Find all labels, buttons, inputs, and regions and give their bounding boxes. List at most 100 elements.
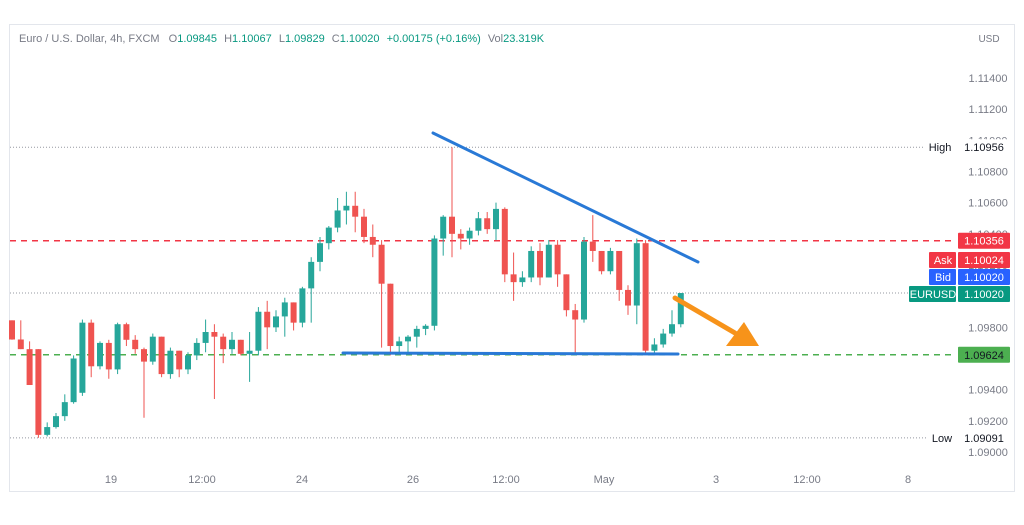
candle <box>97 341 103 370</box>
candle-body <box>677 293 684 325</box>
candle-body <box>545 244 552 278</box>
symbol-tag-box <box>909 286 956 302</box>
candle <box>264 300 271 350</box>
x-tick-label: 19 <box>105 474 117 486</box>
ask-tag-box <box>929 252 956 268</box>
candle-body <box>405 336 411 342</box>
candle-body <box>185 355 191 370</box>
projection-arrow-head <box>726 322 759 346</box>
low-value: 1.09829 <box>284 33 325 45</box>
candle-body <box>149 336 156 362</box>
candle-body <box>44 427 51 435</box>
candle <box>273 310 279 333</box>
candle-body <box>264 311 271 328</box>
low-price-tag: 1.09091 Low <box>927 429 1010 446</box>
candle-body <box>299 288 306 323</box>
low-tag-box <box>927 429 956 446</box>
candle <box>193 338 200 361</box>
candle-body <box>53 416 59 428</box>
candle <box>70 355 77 404</box>
candle <box>545 240 552 278</box>
candle <box>9 320 15 340</box>
candle-body <box>352 205 359 217</box>
candle-body <box>343 205 350 211</box>
high-value-box <box>958 139 1010 156</box>
candle <box>185 352 191 375</box>
candle-body <box>537 250 543 278</box>
candle-body <box>581 241 587 320</box>
candle-body <box>501 208 508 275</box>
candle <box>61 394 68 421</box>
candle-body <box>9 320 15 340</box>
x-tick-label: 12:00 <box>188 474 216 486</box>
candle <box>26 341 33 385</box>
chart-frame <box>9 24 1015 492</box>
candle-body <box>396 341 403 347</box>
candle-body <box>229 339 235 350</box>
candle-body <box>114 324 121 370</box>
bid-tag-box <box>929 269 956 285</box>
close-value: 1.10020 <box>339 33 380 45</box>
x-tick-label: 12:00 <box>492 474 520 486</box>
candle <box>299 286 306 328</box>
candle-body <box>105 342 112 370</box>
candle-body <box>281 302 288 317</box>
support-trendline[interactable] <box>341 351 680 356</box>
candle-body <box>660 333 667 345</box>
ask-tag-text: Ask <box>934 255 953 267</box>
bid-price-tag: 1.10020 Bid <box>929 269 1010 285</box>
candle <box>457 229 464 250</box>
candle <box>237 339 244 356</box>
candle-body <box>484 218 491 230</box>
y-tick-label: 1.09000 <box>968 447 1008 459</box>
candle <box>554 240 561 287</box>
candle-body <box>633 243 640 306</box>
candle-body <box>290 302 297 323</box>
candle <box>449 147 455 258</box>
candle <box>493 202 499 241</box>
candle-body <box>26 349 33 385</box>
candle-body <box>457 233 464 239</box>
candle <box>220 333 227 364</box>
open-value: 1.09845 <box>177 33 217 45</box>
candle <box>422 324 429 336</box>
candle <box>229 332 235 354</box>
y-tick-label: 1.11200 <box>969 104 1008 116</box>
candle <box>290 302 297 331</box>
candle <box>167 347 174 379</box>
candle-body <box>528 250 535 278</box>
candle <box>669 310 675 337</box>
candle-body <box>211 332 218 337</box>
x-tick-label: 8 <box>905 474 911 486</box>
candle <box>572 303 579 354</box>
candle <box>317 236 323 272</box>
candle-body <box>97 342 103 367</box>
candle-body <box>369 236 376 245</box>
change-value: +0.00175 (+0.16%) <box>386 33 481 45</box>
resistance-value-text: 1.10356 <box>964 236 1004 248</box>
candle-body <box>510 274 517 283</box>
symbol-title[interactable]: Euro / U.S. Dollar, 4h, FXCM <box>19 33 160 45</box>
candle-body <box>554 244 561 275</box>
candle <box>255 307 262 356</box>
time-axis[interactable]: 19 12:00 24 26 12:00 May 3 12:00 8 <box>105 474 911 486</box>
descending-trendline[interactable] <box>431 131 700 264</box>
candle <box>589 215 596 262</box>
candle <box>308 257 315 323</box>
candle <box>123 322 130 347</box>
candle-body <box>651 344 658 351</box>
price-tags: 1.10956High1.103561.10024Ask1.10020Bid1.… <box>909 139 1010 446</box>
symbol-tag-text: EURUSD <box>910 289 957 301</box>
support-value-box <box>958 346 1010 363</box>
candle-body <box>237 339 244 354</box>
candle <box>361 208 367 244</box>
candle-body <box>563 274 570 311</box>
candle-body <box>440 216 447 239</box>
projection-arrow-shaft[interactable] <box>672 295 738 336</box>
candle-body <box>625 289 631 306</box>
candle-body <box>255 311 262 351</box>
candle-body <box>449 216 455 234</box>
candles <box>9 147 684 438</box>
currency-label: USD <box>978 34 999 45</box>
